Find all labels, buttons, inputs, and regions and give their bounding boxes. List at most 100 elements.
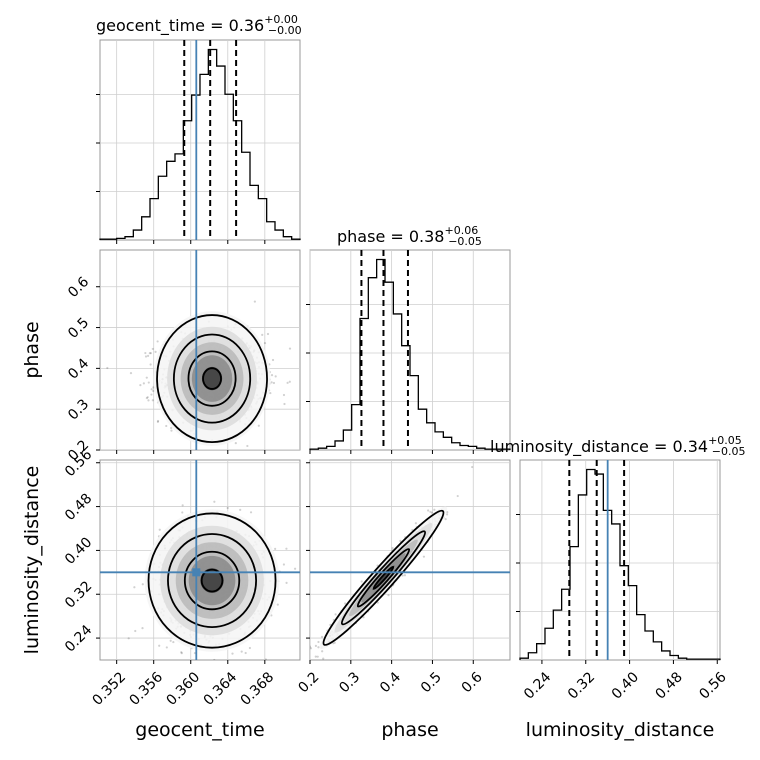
contour-line <box>172 333 252 424</box>
scatter-point <box>158 644 161 647</box>
ytick-label-phase: 0.5 <box>65 315 92 342</box>
scatter-point <box>387 594 390 597</box>
contour-line <box>187 350 237 407</box>
scatter-point <box>456 494 459 498</box>
scatter-point <box>154 350 157 353</box>
scatter-point <box>285 547 288 550</box>
scatter-point <box>391 547 394 550</box>
scatter-point <box>422 555 426 558</box>
scatter-point <box>127 637 130 640</box>
ylabel-luminosity-distance: luminosity_distance <box>21 466 43 655</box>
scatter-point <box>282 393 286 397</box>
scatter-point <box>286 381 289 384</box>
scatter-point <box>263 341 267 345</box>
xtick-label-phase: 0.6 <box>459 669 486 696</box>
contour-line <box>147 512 277 649</box>
xtick-label-geocent-time: 0.368 <box>238 669 278 709</box>
contour-line <box>372 565 395 590</box>
truth-marker <box>192 568 201 577</box>
scatter-point <box>246 444 249 448</box>
scatter-point <box>360 580 363 583</box>
scatter-point <box>446 513 449 516</box>
hist-frame <box>99 39 301 241</box>
scatter-point <box>234 442 237 445</box>
scatter-point <box>282 563 286 566</box>
ylabel-phase: phase <box>21 321 43 378</box>
scatter-point <box>145 376 148 379</box>
scatter-point <box>307 657 309 659</box>
xtick-label-luminosity-distance: 0.40 <box>609 669 642 702</box>
hist-step-phase <box>309 258 511 450</box>
pair-content <box>301 460 510 674</box>
pair-panel-geocent-time-luminosity-distance <box>96 459 301 664</box>
scatter-point <box>270 373 274 377</box>
scatter-point <box>430 511 434 514</box>
scatter-point <box>301 672 303 674</box>
scatter-point <box>152 389 155 393</box>
scatter-point <box>106 366 109 370</box>
contour-line <box>202 367 222 390</box>
scatter-point <box>446 511 449 514</box>
scatter-point <box>293 567 297 570</box>
scatter-point <box>401 574 404 577</box>
scatter-point <box>141 583 144 586</box>
xtick-label-luminosity-distance: 0.56 <box>696 669 729 702</box>
scatter-point <box>274 375 277 378</box>
ytick-label-luminosity-distance: 0.48 <box>62 491 95 524</box>
scatter-point <box>169 639 172 642</box>
scatter-point <box>147 399 150 402</box>
scatter-point <box>270 381 273 384</box>
scatter-point <box>170 426 173 430</box>
scatter-point <box>147 381 150 384</box>
contour-line <box>356 548 411 608</box>
scatter-point <box>134 629 137 633</box>
scatter-point <box>156 419 160 423</box>
scatter-point <box>276 603 279 606</box>
ytick-label-phase: 0.6 <box>65 274 92 301</box>
scatter-point <box>288 380 291 383</box>
contour-line <box>322 509 445 646</box>
pair-panel-phase-luminosity-distance <box>301 459 511 674</box>
xtick-label-phase: 0.5 <box>418 669 445 696</box>
scatter-point <box>144 351 147 355</box>
scatter-point <box>304 659 306 661</box>
xtick-label-phase: 0.4 <box>377 669 404 696</box>
xtick-label-luminosity-distance: 0.48 <box>653 669 686 702</box>
pair-content <box>100 250 300 450</box>
scatter-point <box>142 382 145 385</box>
xtick-label-geocent-time: 0.364 <box>201 669 241 709</box>
scatter-point <box>141 627 144 630</box>
scatter-point <box>156 340 159 343</box>
xtick-label-geocent-time: 0.356 <box>127 669 167 709</box>
scatter-point <box>165 424 168 428</box>
scatter-point <box>288 347 292 350</box>
hist-step-luminosity-distance <box>519 468 721 660</box>
scatter-point <box>264 658 267 660</box>
scatter-point <box>152 386 155 389</box>
scatter-point <box>181 504 184 507</box>
scatter-point <box>317 646 320 649</box>
xlabel-geocent-time: geocent_time <box>135 719 264 741</box>
scatter-point <box>274 547 277 550</box>
scatter-point <box>180 651 183 654</box>
scatter-point <box>321 650 324 653</box>
pair-content <box>100 460 300 660</box>
scatter-point <box>133 586 136 589</box>
scatter-point <box>272 381 276 385</box>
ytick-label-phase: 0.3 <box>65 396 92 423</box>
hist-panel-phase <box>306 249 511 454</box>
xlabel-phase: phase <box>381 719 438 741</box>
scatter-point <box>249 511 253 514</box>
scatter-point <box>165 646 168 649</box>
scatter-point <box>266 332 270 336</box>
scatter-point <box>181 511 184 514</box>
title-luminosity-distance: luminosity_distance = 0.34+0.05 −0.05 <box>490 434 746 458</box>
xlabel-luminosity-distance: luminosity_distance <box>526 719 715 741</box>
title-phase: phase = 0.38+0.06 −0.05 <box>337 224 482 248</box>
scatter-point <box>399 539 402 542</box>
scatter-point <box>148 352 151 355</box>
title-geocent-time: geocent_time = 0.36+0.00 −0.00 <box>96 13 302 37</box>
scatter-point <box>129 372 133 375</box>
scatter-point <box>244 651 247 655</box>
